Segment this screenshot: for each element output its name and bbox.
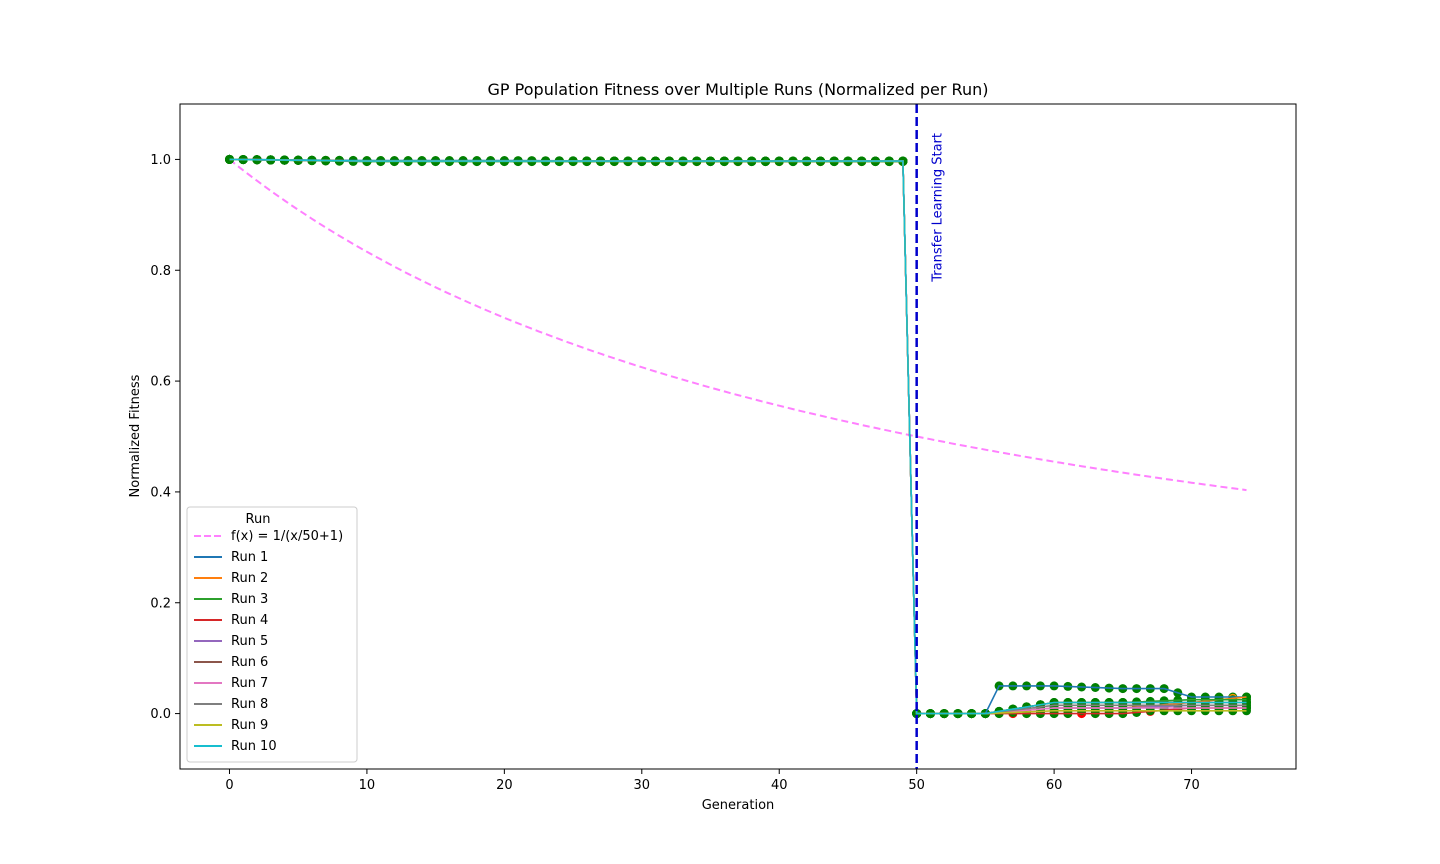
markers-run-2 (225, 154, 1251, 719)
y-tick-label: 0.4 (150, 485, 171, 500)
x-ticks: 0 10 20 30 40 50 60 70 (225, 769, 1200, 793)
y-tick-label: 1.0 (150, 153, 171, 168)
legend-entry: Run 7 (231, 676, 268, 691)
markers-run-7 (225, 154, 1251, 719)
markers-run-5 (225, 154, 1251, 719)
markers-run-3 (225, 154, 1251, 719)
legend-entry: Run 9 (231, 718, 268, 733)
x-tick-label: 20 (496, 778, 513, 793)
legend-entry: Run 2 (231, 571, 268, 586)
legend-box (186, 506, 358, 763)
x-axis-label: Generation (702, 798, 775, 813)
legend-entry: Run 3 (231, 592, 268, 607)
x-tick-label: 30 (634, 778, 651, 793)
legend-entry: Run 4 (231, 613, 268, 628)
y-tick-label: 0.2 (150, 596, 171, 611)
series-line-run-8 (229, 158, 1247, 715)
markers-run-9 (225, 154, 1251, 719)
markers-run-4 (225, 154, 1251, 719)
chart-title: GP Population Fitness over Multiple Runs… (488, 80, 989, 99)
x-tick-label: 50 (908, 778, 925, 793)
series-line-run-2 (229, 158, 1247, 715)
series-line-run-10 (229, 158, 1247, 715)
x-tick-label: 40 (771, 778, 788, 793)
legend-entry: Run 10 (231, 739, 277, 754)
y-tick-label: 0.8 (150, 264, 171, 279)
x-tick-label: 60 (1046, 778, 1063, 793)
plot-layer: Transfer Learning Start (225, 104, 1251, 769)
legend-entry: Run 5 (231, 634, 268, 649)
y-ticks: 0.0 0.2 0.4 0.6 0.8 1.0 (150, 153, 180, 722)
series-line-run-7 (229, 158, 1247, 715)
series-line-run-4 (229, 158, 1247, 715)
series-line-run-1 (229, 158, 1247, 715)
transfer-line-label: Transfer Learning Start (931, 133, 946, 283)
x-tick-label: 10 (359, 778, 376, 793)
legend-entry: Run 8 (231, 697, 268, 712)
markers-run-8 (225, 154, 1251, 719)
markers-run-6 (225, 154, 1251, 719)
x-tick-label: 0 (225, 778, 233, 793)
y-axis-label: Normalized Fitness (128, 374, 143, 497)
series-line-run-6 (229, 158, 1247, 715)
series-line-run-5 (229, 158, 1247, 715)
y-tick-label: 0.0 (150, 707, 171, 722)
legend-entry: Run 1 (231, 550, 268, 565)
legend-entry: f(x) = 1/(x/50+1) (231, 529, 343, 544)
legend-title: Run (246, 512, 271, 527)
reference-curve (228, 158, 1247, 492)
legend: Run f(x) = 1/(x/50+1) Run 1 Run 2 Run 3 Run 4… (186, 506, 358, 763)
plot-frame (179, 103, 1297, 770)
x-tick-label: 70 (1183, 778, 1200, 793)
markers-run-10 (225, 154, 1251, 719)
y-tick-label: 0.6 (150, 375, 171, 390)
series-line-run-3 (229, 158, 1247, 715)
legend-entry: Run 6 (231, 655, 268, 670)
markers-run-1 (225, 154, 1251, 719)
series-line-run-9 (229, 158, 1247, 715)
